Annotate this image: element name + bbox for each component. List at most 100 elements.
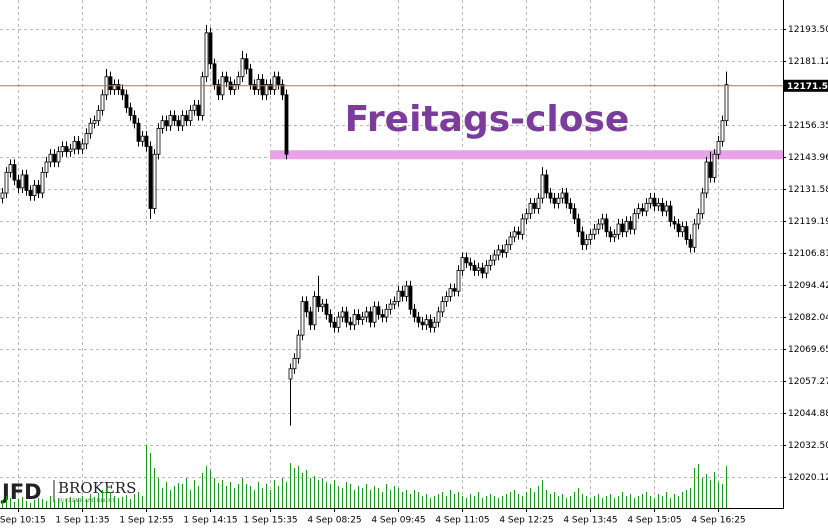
candle-body [188,109,193,122]
candle-body [212,63,217,85]
candle-body [448,288,453,297]
volume-bar [102,490,103,508]
candle-body [200,76,205,116]
volume-bar [630,494,631,508]
candle-body [356,314,361,321]
volume-bar [494,496,495,508]
volume-bar [678,496,679,508]
volume-bar [454,494,455,508]
candle-body [536,197,541,209]
candle-body [692,223,697,248]
candle-body [44,161,49,173]
candle-body [216,84,221,96]
candle-body [180,115,185,127]
candle-body [296,334,301,359]
volume-bar [714,472,715,508]
candle-body [700,192,705,215]
candle-body [400,290,405,297]
candle-body [320,303,325,308]
volume-bar [138,492,139,508]
candle-body [24,174,29,191]
volume-bar [22,497,23,508]
volume-bar [338,486,339,508]
volume-bar [334,480,335,508]
volume-bar [654,498,655,508]
candle-body [704,161,709,194]
volume-bar [378,488,379,508]
volume-bar [134,494,135,508]
volume-bar [182,484,183,508]
candle-body [636,208,641,215]
candle-body [604,218,609,233]
candle-body [148,146,153,209]
volume-bar [250,486,251,508]
x-tick-label: 1 Sep 11:35 [55,516,109,526]
candle-body [56,151,61,163]
volume-bar [646,492,647,508]
volume-bar [718,482,719,508]
candle-body [612,233,617,238]
volume-bar [574,492,575,508]
candle-body [72,140,77,150]
volume-bar [726,466,727,508]
volume-bar [578,488,579,508]
volume-bar [486,496,487,508]
volume-bar [6,496,7,508]
candle-body [112,84,117,91]
volume-bar [566,498,567,508]
candle-body [336,316,341,328]
volume-bar [650,496,651,508]
candle-body [332,321,337,328]
candle-body [548,192,553,199]
candle-body [596,223,601,230]
candle-body [36,184,41,194]
candle-body [384,308,389,318]
volume-bar [162,488,163,508]
candle-body [264,84,269,96]
candle-body [184,115,189,122]
candle-body [468,262,473,266]
candle-body [724,84,729,122]
candle-body [140,135,145,142]
volume-bar [510,492,511,508]
candle-body [208,32,213,65]
candle-body [172,115,177,122]
candle-body [256,78,261,91]
candle-body [712,153,717,178]
candle-body [100,94,105,111]
candle-body [500,249,505,253]
candle-body [380,314,385,318]
candle-body [236,76,241,85]
volume-bar [470,494,471,508]
candle-body [708,161,713,178]
candle-body [408,285,413,310]
volume-bar [70,497,71,508]
candle-body [428,319,433,328]
volume-bar [186,478,187,508]
candle-body [660,202,665,212]
price-label: 12171.50 [787,82,828,92]
candle-body [476,267,481,271]
candle-body [568,202,573,209]
candle-body [300,301,305,336]
volume-bar [638,496,639,508]
y-tick-label: 12131.58 [788,185,828,195]
candle-body [472,264,477,271]
volume-bar [694,468,695,508]
volume-bar [550,494,551,508]
candle-body [196,104,201,116]
y-tick-label: 12020.12 [788,473,828,483]
volume-bar [142,496,143,508]
volume-bar [58,498,59,508]
x-tick-label: 4 Sep 11:05 [435,516,489,526]
volume-bar [702,478,703,508]
volume-bar [62,502,63,508]
candle-body [272,76,277,91]
candle-body [12,164,17,181]
x-tick-label: 4 Sep 16:25 [691,516,745,526]
volume-bar [322,478,323,508]
candle-body [716,140,721,155]
volume-bar [178,483,179,508]
candle-body [416,316,421,323]
candle-body [4,171,9,194]
